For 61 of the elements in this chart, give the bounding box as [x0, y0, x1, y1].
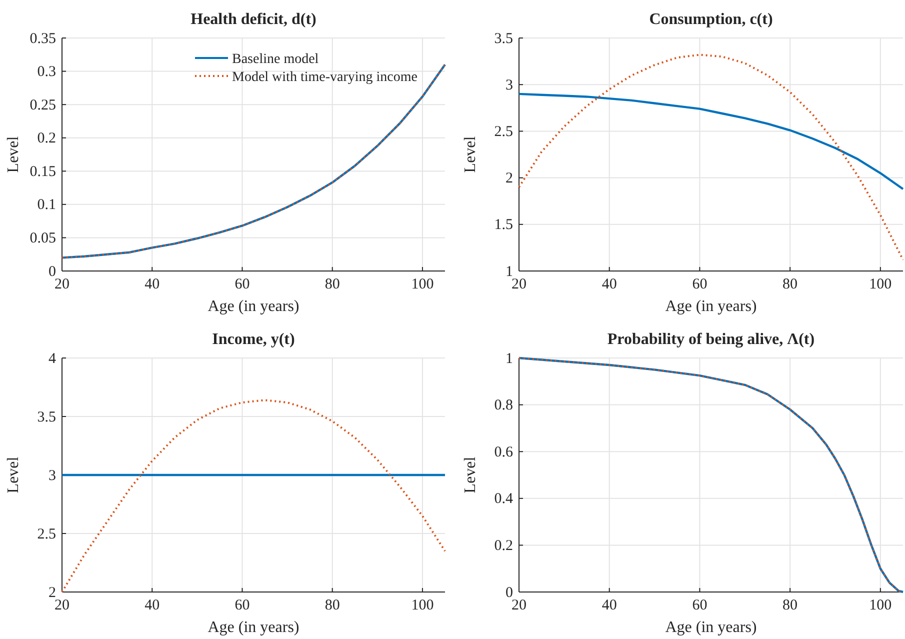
x-tick-label: 80 — [324, 598, 340, 614]
y-tick-label: 0.4 — [494, 491, 514, 508]
y-tick-label: 1 — [506, 264, 513, 280]
y-tick-label: 3.5 — [494, 30, 513, 47]
y-tick-label: 0.1 — [37, 197, 56, 214]
y-tick-label: 4 — [48, 350, 56, 367]
y-axis-title: Level — [462, 136, 479, 173]
x-tick-label: 40 — [144, 598, 160, 614]
y-tick-label: 0.35 — [30, 30, 56, 47]
y-tick-label: 2 — [48, 584, 56, 601]
y-tick-label: 1 — [506, 350, 513, 367]
y-tick-label: 0.25 — [30, 97, 56, 114]
x-tick-label: 40 — [602, 598, 617, 614]
y-tick-label: 0.15 — [30, 164, 56, 180]
x-tick-label: 20 — [512, 276, 526, 293]
x-tick-label: 40 — [602, 276, 617, 293]
x-tick-label: 40 — [144, 276, 160, 293]
y-tick-label: 0.6 — [494, 444, 514, 460]
legend-label: Baseline model — [232, 52, 319, 67]
x-axis-title: Age (in years) — [208, 619, 300, 636]
legend-label: Model with time-varying income — [232, 70, 418, 85]
y-tick-label: 1.5 — [494, 217, 513, 234]
y-axis-title: Level — [462, 456, 479, 494]
x-tick-label: 20 — [512, 598, 526, 614]
y-tick-label: 0 — [48, 264, 56, 280]
x-tick-label: 100 — [869, 276, 892, 293]
y-tick-label: 0 — [506, 584, 513, 601]
chart-title: Health deficit, d(t) — [190, 11, 316, 28]
y-axis-title: Level — [5, 136, 22, 173]
x-tick-label: 20 — [54, 598, 70, 614]
y-tick-label: 0.3 — [37, 64, 56, 80]
chart-title: Consumption, c(t) — [649, 11, 773, 28]
chart-title: Probability of being alive, Λ(t) — [607, 331, 815, 348]
y-tick-label: 3 — [48, 468, 56, 484]
x-tick-label: 60 — [692, 276, 708, 293]
x-axis-title: Age (in years) — [208, 298, 300, 315]
y-tick-label: 2.5 — [494, 124, 513, 140]
x-tick-label: 100 — [869, 598, 892, 614]
y-axis-title: Level — [5, 456, 22, 494]
x-tick-label: 20 — [54, 276, 70, 293]
line-series — [518, 92, 904, 190]
x-tick-label: 100 — [411, 598, 434, 614]
x-tick-label: 60 — [234, 276, 250, 293]
y-tick-label: 0.2 — [494, 538, 513, 554]
x-tick-label: 60 — [234, 598, 250, 614]
line-series — [518, 54, 904, 261]
x-tick-label: 100 — [411, 276, 434, 293]
y-tick-label: 0.05 — [30, 230, 56, 247]
y-tick-label: 2 — [506, 170, 513, 187]
y-tick-label: 0.2 — [37, 130, 56, 147]
chart-title: Income, y(t) — [212, 331, 295, 348]
x-tick-label: 60 — [692, 598, 708, 614]
x-tick-label: 80 — [782, 276, 798, 293]
y-tick-label: 0.8 — [494, 398, 513, 414]
y-tick-label: 3 — [506, 77, 513, 94]
x-tick-label: 80 — [324, 276, 340, 293]
x-axis-title: Age (in years) — [665, 619, 757, 636]
y-tick-label: 3.5 — [37, 409, 56, 426]
x-axis-title: Age (in years) — [665, 298, 757, 315]
y-tick-label: 2.5 — [37, 526, 56, 542]
x-tick-label: 80 — [782, 598, 798, 614]
